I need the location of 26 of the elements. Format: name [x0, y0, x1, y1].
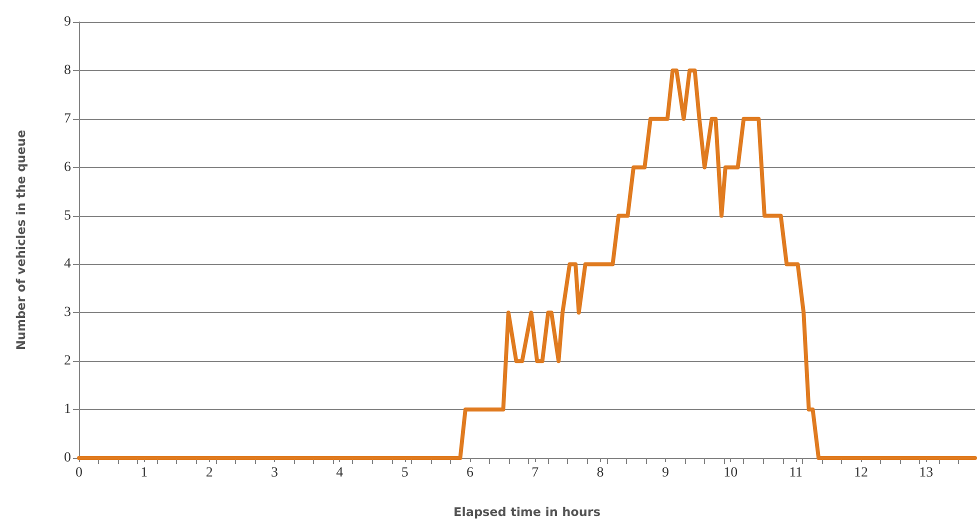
x-tick-label: 3	[270, 466, 278, 480]
y-tick-label: 9	[64, 14, 71, 30]
x-axis-title: Elapsed time in hours	[454, 505, 600, 519]
x-tick-label: 8	[596, 466, 604, 480]
x-tick-label: 12	[854, 466, 868, 480]
x-tick-label: 4	[336, 466, 344, 480]
y-tick-label: 7	[64, 111, 71, 126]
x-tick-label: 13	[919, 466, 934, 480]
y-tick-label: 2	[64, 354, 71, 369]
x-tick-label: 11	[789, 466, 803, 480]
x-tick-label: 1	[140, 466, 148, 480]
y-tick-label: 5	[64, 208, 71, 224]
x-tick-label: 10	[724, 466, 738, 480]
x-tick-label: 2	[206, 466, 213, 480]
x-tick-label: 6	[466, 466, 474, 480]
x-tick-label: 0	[76, 466, 82, 480]
y-axis-title: Number of vehicles in the queue	[14, 130, 28, 350]
y-tick-label: 1	[64, 402, 71, 418]
y-tick-label: 3	[64, 305, 71, 320]
x-tick-label: 9	[662, 466, 669, 480]
y-tick-label: 0	[64, 450, 71, 466]
x-tick-label: 7	[532, 466, 539, 480]
y-tick-label: 8	[64, 62, 71, 78]
y-tick-label: 4	[64, 256, 71, 272]
x-tick-label: 5	[401, 466, 408, 480]
y-tick-label: 6	[64, 160, 71, 175]
